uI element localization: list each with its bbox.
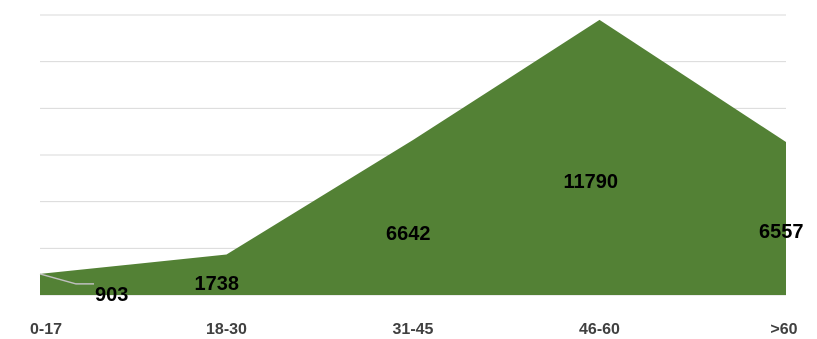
area-series [40, 19, 786, 296]
data-label-4: 11790 [564, 171, 619, 193]
data-label-5: 6557 [759, 221, 804, 243]
x-axis-tick-labels: 0-17 18-30 31-45 46-60 >60 [30, 321, 798, 338]
x-tick-label: 31-45 [393, 321, 434, 338]
x-tick-label: 18-30 [206, 321, 247, 338]
data-label-3: 6642 [386, 223, 431, 245]
x-tick-label: 46-60 [579, 321, 620, 338]
x-tick-label: >60 [770, 321, 797, 338]
data-label-2: 1738 [195, 273, 240, 295]
x-tick-label: 0-17 [30, 321, 62, 338]
data-label-leader-line [39, 273, 94, 285]
data-label-1: 903 [95, 284, 128, 306]
data-labels: 903 1738 6642 11790 6557 [39, 171, 804, 306]
